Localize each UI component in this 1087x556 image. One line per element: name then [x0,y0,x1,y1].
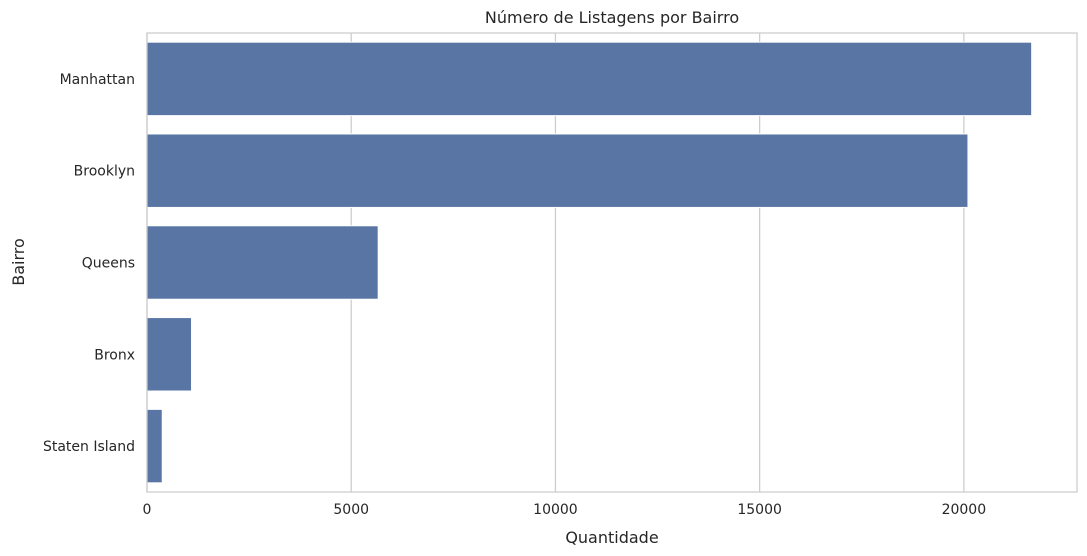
y-axis-label: Bairro [9,238,28,286]
x-tick-labels: 0 5000 10000 15000 20000 [143,502,987,518]
y-tick-label: Bronx [94,347,135,363]
plot-frame [146,32,1078,493]
x-tick-label: 0 [143,502,152,518]
chart-title: Número de Listagens por Bairro [485,8,739,27]
y-tick-label: Brooklyn [74,164,135,180]
bar [146,225,379,300]
x-tick-label: 20000 [942,502,987,518]
x-axis-label: Quantidade [565,528,658,547]
x-tick-label: 5000 [333,502,369,518]
x-tick-label: 15000 [737,502,782,518]
bar [146,317,193,392]
bar [146,408,163,484]
bars [146,41,1033,484]
y-tick-label: Staten Island [43,439,135,455]
bar [146,133,969,208]
y-tick-labels: Manhattan Brooklyn Queens Bronx Staten Islan… [43,72,135,455]
y-tick-label: Queens [82,256,135,272]
y-tick-label: Manhattan [60,72,135,88]
x-tick-label: 10000 [533,502,578,518]
bar [146,41,1033,117]
